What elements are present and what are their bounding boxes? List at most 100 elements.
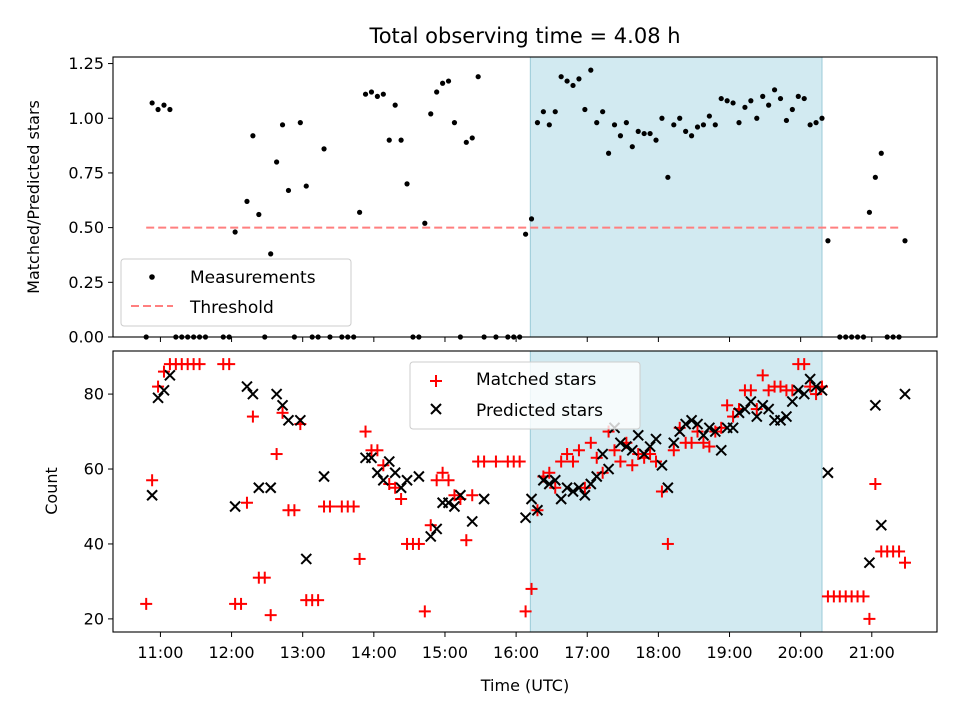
matched-star-point <box>608 444 621 457</box>
predicted-star-point <box>816 384 828 397</box>
measurement-point <box>463 139 469 145</box>
matched-star-point <box>513 455 526 468</box>
predicted-star-point <box>282 414 295 427</box>
bottom-y-tick-label: 20 <box>84 609 104 628</box>
predicted-star-point <box>638 448 650 460</box>
legend-marker-predicted-stars <box>430 403 442 415</box>
matched-star-point <box>436 466 449 479</box>
measurement-point <box>795 93 801 99</box>
predicted-star-point <box>555 493 567 505</box>
predicted-star-point <box>567 485 579 498</box>
bottom-axes-frame <box>112 350 938 633</box>
measurement-point <box>564 78 570 84</box>
matched-star-point <box>804 380 817 393</box>
predicted-star-point <box>300 553 312 565</box>
matched-star-point <box>359 425 372 438</box>
predicted-star-point <box>389 467 401 479</box>
measurement-point <box>268 251 274 257</box>
matched-star-point <box>543 466 556 479</box>
matched-star-point <box>590 451 603 464</box>
measurement-point <box>552 109 558 115</box>
matched-star-point <box>584 436 597 449</box>
bottom-legend-box <box>409 361 641 430</box>
top-legend: Measurements Threshold <box>120 258 352 327</box>
measurement-point <box>813 120 819 126</box>
x-axis-label: Time (UTC) <box>480 676 569 695</box>
matched-star-point <box>140 597 153 610</box>
measurement-point <box>167 106 173 113</box>
matched-star-point <box>312 594 325 607</box>
matched-star-point <box>644 448 657 461</box>
measurement-point <box>582 106 588 113</box>
predicted-star-point <box>561 482 573 494</box>
predicted-star-point <box>662 482 674 494</box>
matched-star-point <box>371 444 384 457</box>
predicted-star-point <box>294 414 307 427</box>
predicted-star-point <box>739 403 751 415</box>
matched-star-point <box>893 545 906 558</box>
matched-star-point <box>276 406 289 419</box>
predicted-star-point <box>241 380 253 393</box>
measurement-point <box>748 98 754 104</box>
measurement-point <box>232 229 238 235</box>
top-y-axis-label: Matched/Predicted stars <box>24 100 43 294</box>
measurement-point <box>801 95 807 102</box>
predicted-star-point <box>371 467 384 479</box>
predicted-star-point <box>543 478 556 490</box>
matched-star-point <box>567 455 580 468</box>
predicted-star-point <box>786 395 799 408</box>
predicted-star-point <box>656 459 668 471</box>
measurement-point <box>736 120 742 126</box>
bottom-plot-marks <box>140 358 911 625</box>
measurement-point <box>878 150 884 156</box>
predicted-star-point <box>804 373 816 385</box>
matched-star-point <box>418 605 431 618</box>
matched-star-point <box>288 504 301 517</box>
predicted-star-point <box>762 403 775 415</box>
x-tick-label: 20:00 <box>778 643 824 662</box>
predicted-star-point <box>146 489 158 501</box>
predicted-star-point <box>253 482 265 494</box>
matched-star-point <box>756 369 769 382</box>
predicted-star-point <box>442 497 455 509</box>
matched-star-point <box>614 455 627 468</box>
measurement-point <box>357 209 363 215</box>
matched-star-point <box>412 537 425 550</box>
measurement-point <box>451 120 458 126</box>
measurement-point <box>671 122 677 128</box>
measurement-point <box>611 122 618 128</box>
measurement-point <box>558 74 564 80</box>
measurement-point <box>688 133 695 139</box>
measurement-point <box>712 122 718 128</box>
measurement-point <box>434 89 440 95</box>
matched-star-point <box>323 500 336 513</box>
measurement-point <box>380 91 386 97</box>
measurement-point <box>428 111 434 117</box>
measurement-point <box>700 122 707 128</box>
matched-star-point <box>223 358 236 371</box>
predicted-star-point <box>709 425 721 438</box>
measurement-point <box>872 174 878 180</box>
matched-star-point <box>810 388 823 401</box>
matched-star-point <box>863 612 876 625</box>
predicted-star-point <box>401 474 413 486</box>
measurement-point <box>766 102 772 108</box>
measurement-point <box>386 137 392 143</box>
top-y-tick-label: 0.75 <box>68 163 104 182</box>
measurement-point <box>303 183 309 189</box>
figure-title: Total observing time = 4.08 h <box>368 24 680 48</box>
measurement-point <box>659 115 665 121</box>
measurement-point <box>392 102 398 108</box>
top-shaded-span <box>529 56 823 338</box>
measurement-point <box>297 120 303 126</box>
predicted-star-point <box>573 482 585 494</box>
measurement-point <box>600 109 606 115</box>
matched-star-point <box>744 384 757 397</box>
predicted-star-point <box>751 410 763 423</box>
top-legend-box <box>120 258 352 327</box>
matched-star-point <box>246 410 259 423</box>
matched-star-point <box>489 455 502 468</box>
measurement-point <box>641 130 647 137</box>
measurement-point <box>570 82 576 89</box>
matched-star-point <box>442 474 455 487</box>
